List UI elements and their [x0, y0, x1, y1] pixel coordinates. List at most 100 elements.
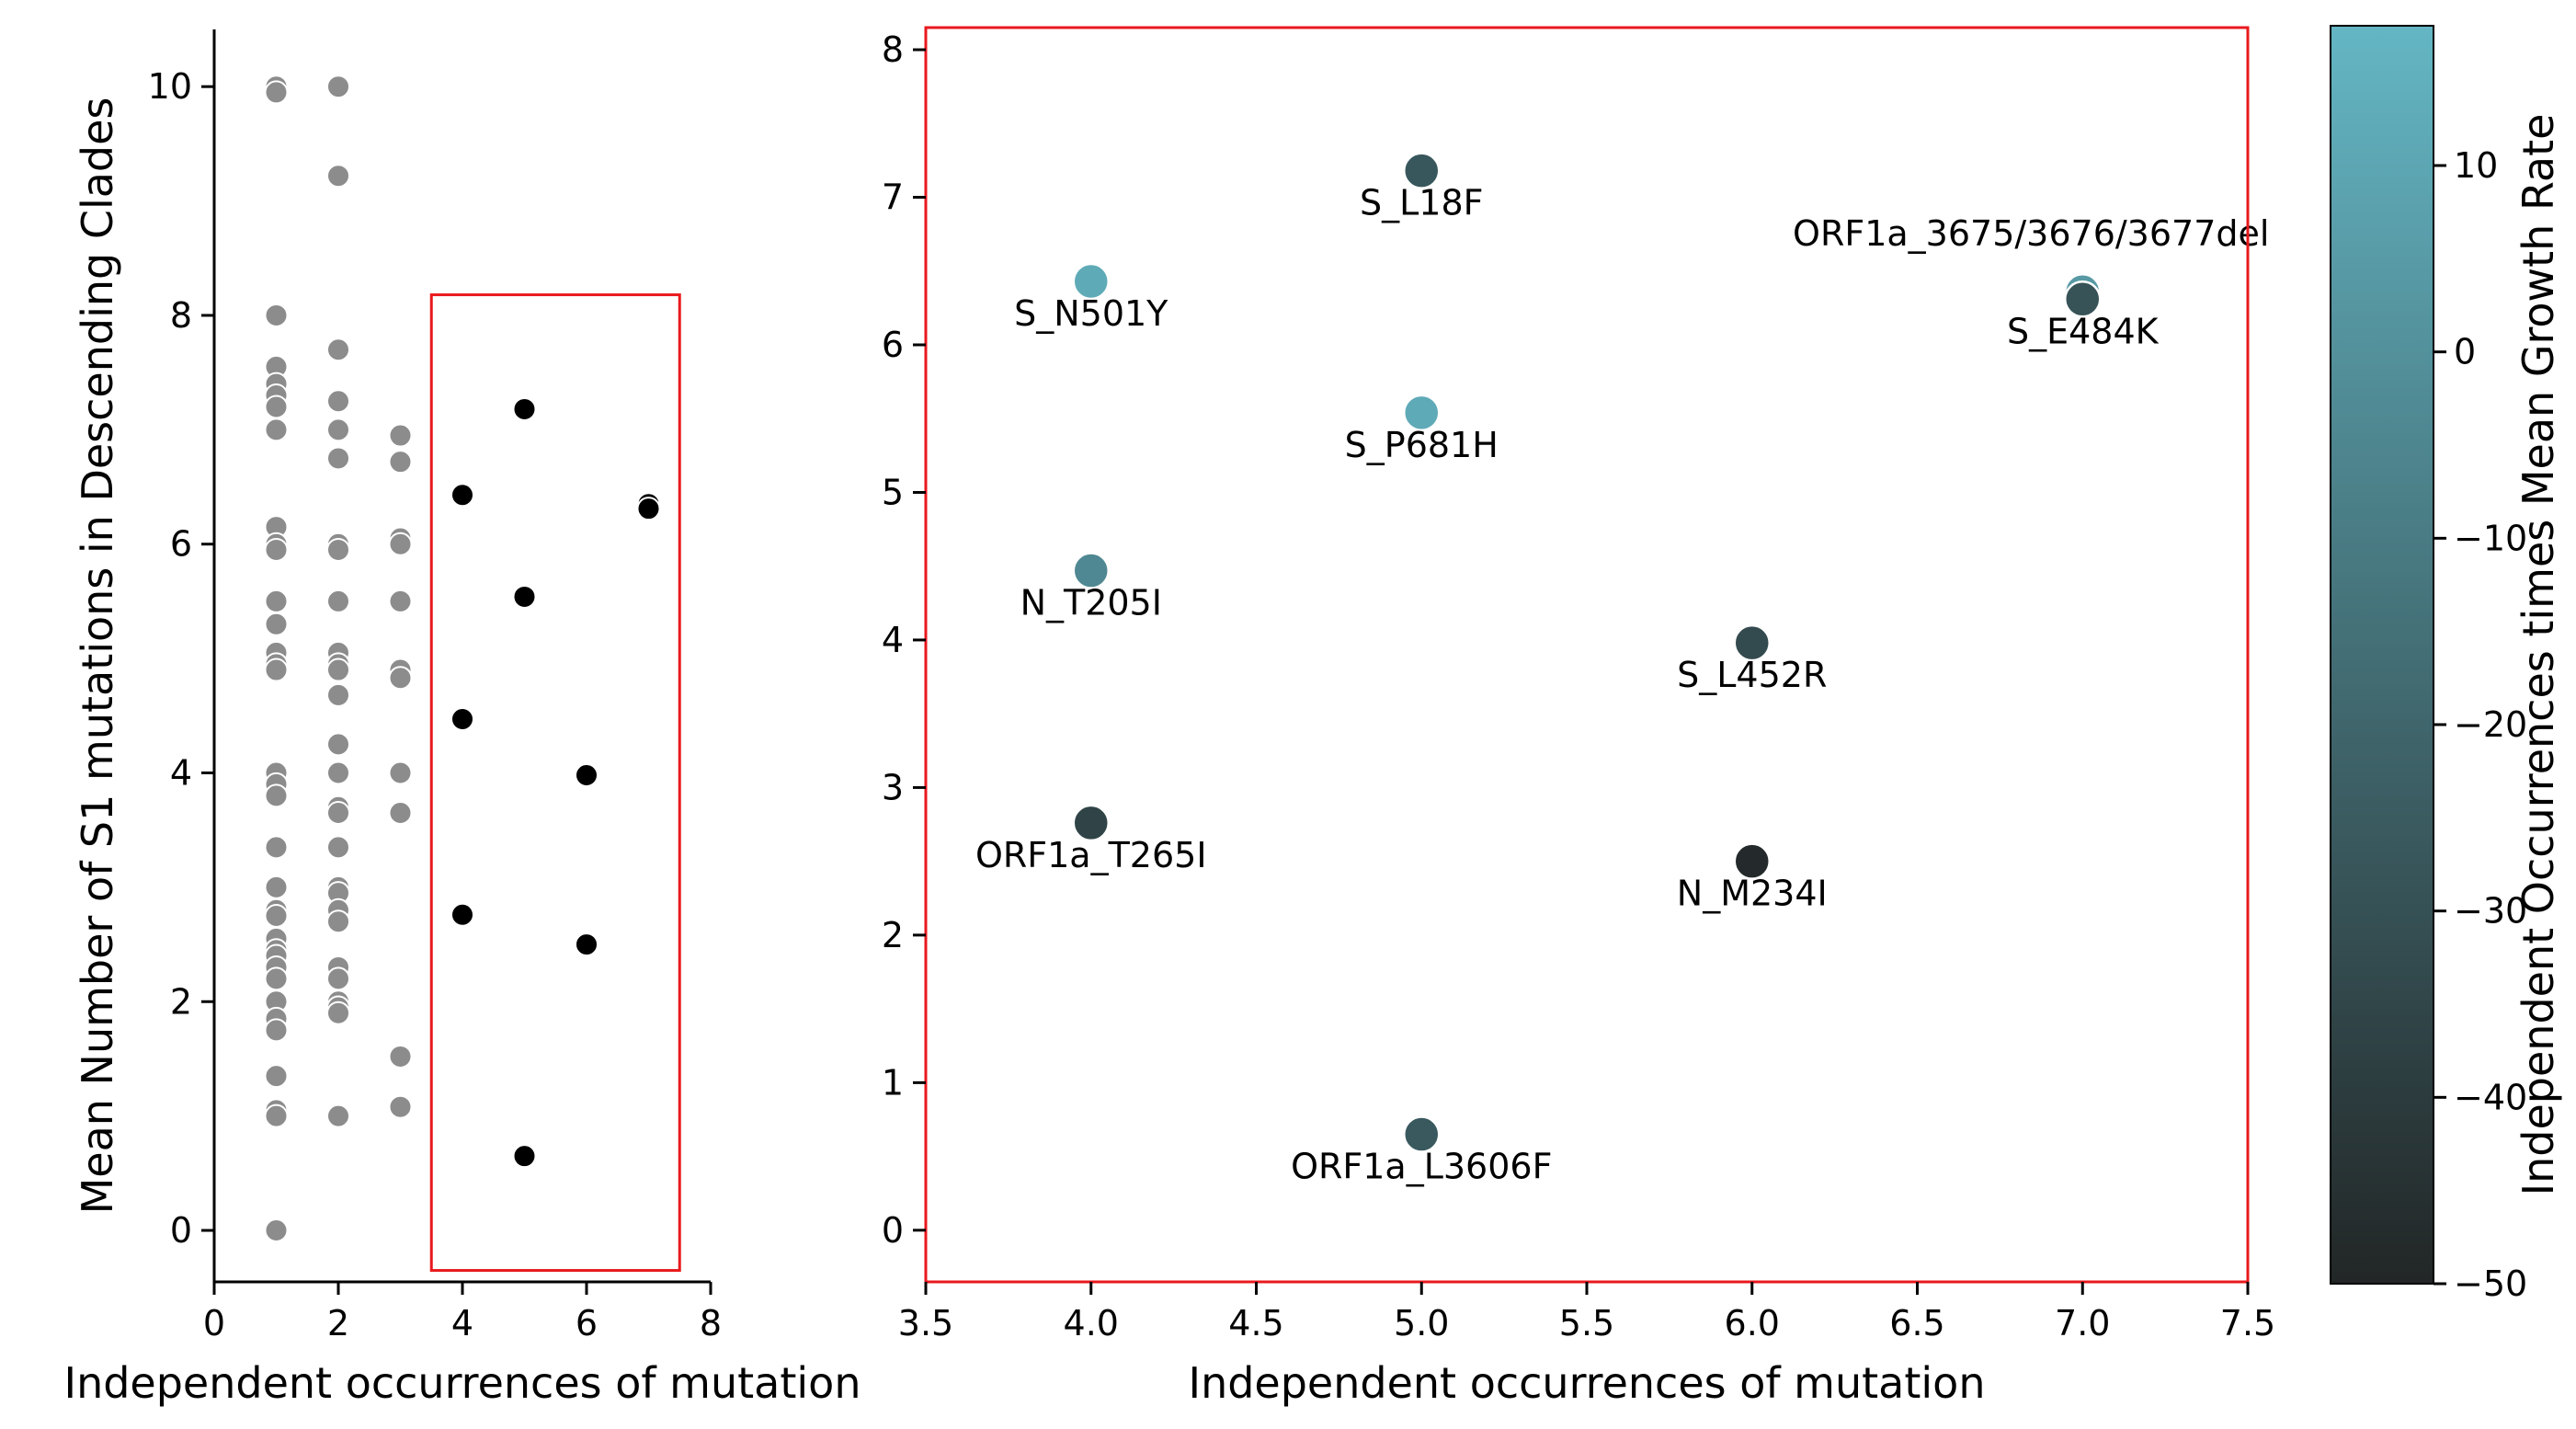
- overview-x-tick-label: 6: [576, 1303, 598, 1343]
- zoom-x-tick-label: 6.0: [1725, 1303, 1780, 1343]
- colorbar: 100−10−20−30−40−50 Independent Occurrenc…: [2331, 26, 2563, 1304]
- overview-point: [327, 447, 349, 469]
- colorbar-tick-label: 10: [2454, 145, 2498, 186]
- zoom-points: S_L18F S_N501Y ORF1a_3675/3676/3677del S_E4…: [975, 154, 2270, 1187]
- overview-point: [266, 1019, 288, 1041]
- overview-point: [266, 1219, 288, 1241]
- overview-y-tick-label: 8: [170, 295, 192, 336]
- overview-point: [327, 761, 349, 783]
- overview-points: [266, 75, 660, 1241]
- overview-highlight-point: [514, 586, 536, 608]
- overview-point: [266, 304, 288, 326]
- overview-x-tick-label: 2: [327, 1303, 349, 1343]
- overview-point: [266, 395, 288, 417]
- zoom-y-tick-label: 1: [882, 1062, 904, 1103]
- overview-point: [327, 733, 349, 755]
- annotation-s-l452r: S_L452R: [1677, 655, 1827, 695]
- zoom-y-tick-label: 0: [882, 1210, 904, 1251]
- overview-x-ticks: 0 2 4 6 8: [203, 1282, 722, 1343]
- zoom-x-tick-label: 4.0: [1064, 1303, 1119, 1343]
- annotation-s-n501y: S_N501Y: [1014, 293, 1168, 334]
- zoom-y-ticks: 012345678: [882, 29, 926, 1251]
- overview-x-tick-label: 8: [700, 1303, 722, 1343]
- overview-point: [327, 684, 349, 706]
- overview-highlight-point: [514, 1145, 536, 1167]
- zoom-x-tick-label: 5.0: [1394, 1303, 1449, 1343]
- overview-point: [390, 667, 412, 689]
- highlight-box: [431, 295, 679, 1271]
- zoom-y-tick-label: 4: [882, 620, 904, 660]
- overview-scatter-panel: 0 2 4 6 8 0 2 4 6 8 10 Independent occurrences of…: [64, 29, 861, 1408]
- annotation-orf1a-t265i: ORF1a_T265I: [975, 835, 1207, 875]
- overview-point: [266, 659, 288, 681]
- colorbar-tick-label: 0: [2454, 332, 2476, 372]
- overview-x-axis-label: Independent occurrences of mutation: [64, 1358, 861, 1408]
- overview-point: [266, 876, 288, 898]
- overview-point: [266, 905, 288, 927]
- overview-point: [327, 802, 349, 824]
- overview-point: [266, 967, 288, 989]
- overview-highlight-point: [638, 497, 660, 520]
- overview-highlight-point: [576, 764, 598, 786]
- zoom-x-tick-label: 5.5: [1559, 1303, 1614, 1343]
- overview-point: [266, 613, 288, 635]
- annotation-n-t205i: N_T205I: [1020, 583, 1162, 623]
- zoom-x-ticks: 3.5 4.0 4.5 5.0 5.5 6.0 6.5 7.0 7.5: [898, 1282, 2275, 1343]
- overview-point: [390, 451, 412, 473]
- overview-point: [327, 338, 349, 360]
- overview-point: [327, 165, 349, 187]
- zoom-x-tick-label: 3.5: [898, 1303, 953, 1343]
- overview-y-tick-label: 10: [148, 66, 192, 107]
- overview-point: [327, 910, 349, 932]
- zoom-x-tick-label: 7.5: [2220, 1303, 2275, 1343]
- zoom-scatter-panel: S_L18F S_N501Y ORF1a_3675/3676/3677del S_E4…: [882, 28, 2275, 1408]
- overview-highlight-point: [451, 484, 473, 506]
- annotation-s-l18f: S_L18F: [1360, 183, 1484, 223]
- colorbar-label: Independent Occurrences times Mean Growt…: [2513, 114, 2563, 1196]
- overview-y-tick-label: 0: [170, 1210, 192, 1251]
- overview-y-tick-label: 2: [170, 981, 192, 1022]
- overview-point: [327, 836, 349, 858]
- overview-x-tick-label: 0: [203, 1303, 225, 1343]
- overview-x-tick-label: 4: [451, 1303, 473, 1343]
- overview-point: [266, 590, 288, 612]
- overview-point: [390, 1096, 412, 1118]
- zoom-y-tick-label: 7: [882, 177, 904, 218]
- annotation-orf1a-l3606f: ORF1a_L3606F: [1291, 1147, 1552, 1187]
- overview-point: [327, 590, 349, 612]
- overview-y-ticks: 0 2 4 6 8 10: [148, 66, 214, 1251]
- zoom-x-tick-label: 4.5: [1228, 1303, 1283, 1343]
- overview-point: [266, 1065, 288, 1087]
- overview-point: [327, 418, 349, 440]
- overview-point: [327, 1002, 349, 1024]
- overview-point: [327, 390, 349, 412]
- zoom-x-axis-label: Independent occurrences of mutation: [1189, 1358, 1986, 1408]
- overview-y-tick-label: 4: [170, 752, 192, 793]
- overview-highlight-point: [451, 708, 473, 730]
- overview-point: [390, 425, 412, 447]
- zoom-y-tick-label: 6: [882, 325, 904, 365]
- colorbar-tick-label: −50: [2454, 1263, 2527, 1304]
- annotation-s-p681h: S_P681H: [1345, 425, 1499, 465]
- zoom-y-tick-label: 2: [882, 915, 904, 955]
- zoom-y-tick-label: 3: [882, 767, 904, 807]
- overview-y-tick-label: 6: [170, 524, 192, 565]
- overview-point: [266, 81, 288, 103]
- overview-point: [266, 784, 288, 806]
- overview-highlight-point: [451, 904, 473, 926]
- zoom-y-tick-label: 5: [882, 472, 904, 512]
- overview-point: [327, 1105, 349, 1127]
- overview-point: [266, 836, 288, 858]
- overview-point: [390, 1046, 412, 1068]
- overview-point: [390, 802, 412, 824]
- overview-point: [327, 659, 349, 681]
- overview-y-axis-label: Mean Number of S1 mutations in Descendin…: [73, 97, 122, 1215]
- overview-point: [266, 1105, 288, 1127]
- overview-highlight-point: [576, 933, 598, 955]
- overview-highlight-point: [514, 398, 536, 420]
- colorbar-gradient: [2331, 26, 2434, 1284]
- zoom-x-tick-label: 6.5: [1889, 1303, 1944, 1343]
- overview-point: [390, 590, 412, 612]
- overview-point: [390, 761, 412, 783]
- zoom-x-tick-label: 7.0: [2055, 1303, 2110, 1343]
